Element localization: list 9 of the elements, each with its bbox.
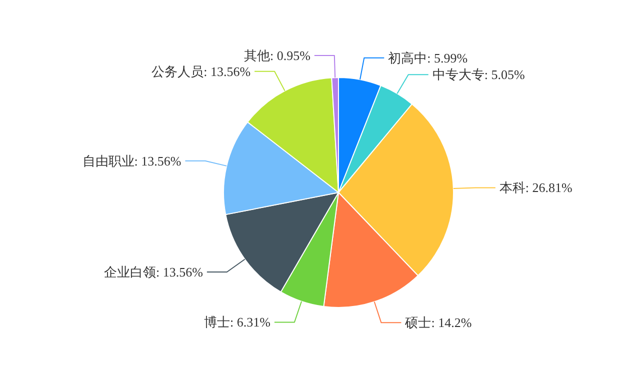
slice-label: 博士: 6.31%: [204, 314, 271, 330]
slice-label: 硕士: 14.2%: [404, 315, 472, 330]
slice-label: 初高中: 5.99%: [388, 50, 468, 66]
slice-label: 其他: 0.95%: [244, 48, 311, 64]
slice-label: 本科: 26.81%: [499, 180, 573, 196]
slice-label: 中专大专: 5.05%: [432, 67, 525, 82]
slice-label: 公务人员: 13.56%: [152, 64, 251, 79]
slice-label: 自由职业: 13.56%: [82, 153, 182, 168]
slice-label: 企业白领: 13.56%: [104, 264, 204, 280]
